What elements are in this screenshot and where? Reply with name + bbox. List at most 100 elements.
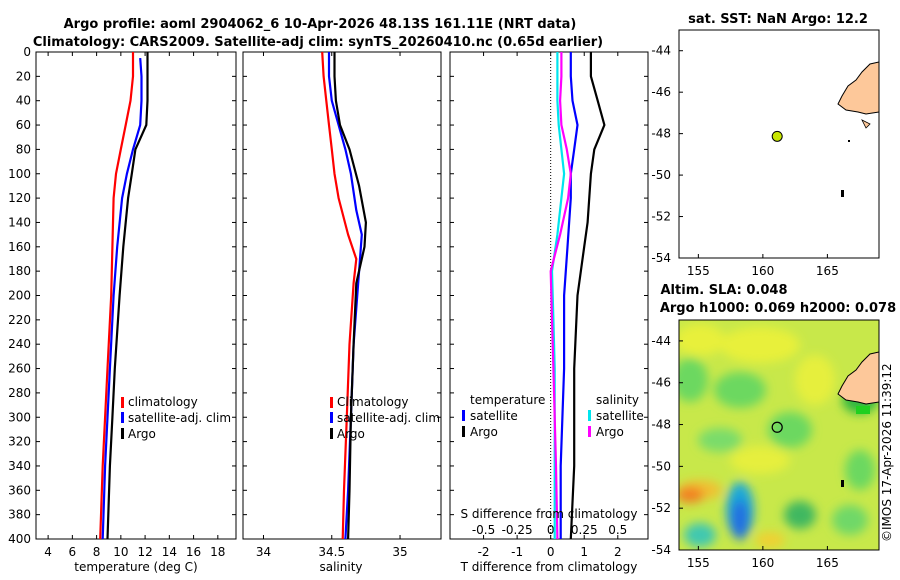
y-tick-label: 380 — [8, 508, 31, 522]
x-tick-label: 8 — [93, 545, 101, 559]
x-tick-label: 160 — [751, 264, 774, 278]
x-tick-label: -2 — [478, 545, 490, 559]
x-tick-label: 34 — [256, 545, 271, 559]
legend-t-satellite: satellite — [470, 409, 518, 423]
legend-s-argo: Argo — [596, 425, 624, 439]
salinity-legend: Climatology satellite-adj. clim Argo — [330, 395, 440, 441]
legend-swatch-climatology — [121, 397, 124, 408]
land-mass — [837, 61, 879, 115]
temperature-legend-satellite: satellite-adj. clim — [128, 411, 231, 425]
y-tick-label: 260 — [8, 362, 31, 376]
credit-text: ©IMOS 17-Apr-2026 11:39:12 — [880, 363, 894, 542]
legend-t-argo: Argo — [470, 425, 498, 439]
y-tick-label: 360 — [8, 483, 31, 497]
header-title-line1: Argo profile: aoml 2904062_6 10-Apr-2026… — [64, 17, 577, 32]
y-tick-label: 20 — [16, 69, 31, 83]
salinity-legend-satellite: satellite-adj. clim — [337, 411, 440, 425]
legend-swatch-satellite — [121, 412, 124, 423]
difference-legend-temperature: temperature satellite Argo — [462, 393, 545, 439]
y-tick-label: -52 — [651, 210, 671, 224]
y-tick-label: -46 — [651, 85, 671, 99]
difference-panel: -2 -1 0 1 2 -0.5 -0.25 0 0.25 0.5 — [449, 51, 649, 559]
salinity-panel: 34 34.5 35 — [242, 51, 442, 559]
x-tick-label: 10 — [113, 545, 128, 559]
y-tick-label: -48 — [651, 418, 671, 432]
y-tick-label: 140 — [8, 215, 31, 229]
y-tick-label: 160 — [8, 240, 31, 254]
temperature-panel: 0 20 40 60 80 100 120 140 160 180 200 220 240 260 280 3… — [8, 45, 237, 559]
x-tick-label: 12 — [137, 545, 152, 559]
axes-frame — [449, 51, 649, 540]
y-tick-label: 340 — [8, 459, 31, 473]
y-tick-label: -46 — [651, 376, 671, 390]
legend-swatch-climatology — [330, 397, 333, 408]
y-tick-label: 60 — [16, 118, 31, 132]
legend-swatch-t-satellite — [462, 410, 465, 421]
small-island — [841, 480, 844, 487]
small-island — [841, 190, 844, 197]
sla-map-title-line2: Argo h1000: 0.069 h2000: 0.078 — [660, 301, 896, 316]
y-tick-label: -48 — [651, 127, 671, 141]
x-tick-label: 34.5 — [318, 545, 345, 559]
secondary-x-tick-label: 0.25 — [571, 523, 598, 537]
secondary-x-tick-label: -0.25 — [502, 523, 533, 537]
legend-swatch-s-satellite — [588, 410, 591, 421]
land-mass — [837, 351, 879, 405]
sla-heatmap: 155 160 165 -44 -46 -48 -50 -52 -54 — [651, 319, 880, 570]
x-tick-label: 165 — [816, 264, 839, 278]
x-tick-label: 35 — [392, 545, 407, 559]
y-tick-label: 220 — [8, 313, 31, 327]
coastal-anomaly — [856, 406, 870, 414]
difference-xlabel: T difference from climatology — [460, 560, 638, 574]
sst-map-title: sat. SST: NaN Argo: 12.2 — [688, 12, 868, 27]
y-tick-label: 320 — [8, 435, 31, 449]
sla-map-frame — [678, 319, 880, 551]
salinity-legend-climatology: Climatology — [337, 395, 409, 409]
x-tick-label: 0 — [547, 545, 555, 559]
y-tick-label: -44 — [651, 334, 671, 348]
x-tick-label: 16 — [186, 545, 201, 559]
series-line-t-argo — [569, 52, 606, 540]
y-tick-label: -50 — [651, 459, 671, 473]
y-tick-label: 240 — [8, 337, 31, 351]
salinity-legend-argo: Argo — [337, 427, 365, 441]
y-tick-label: 300 — [8, 410, 31, 424]
temperature-legend-climatology: climatology — [128, 395, 198, 409]
y-tick-label: -54 — [651, 543, 671, 557]
axes-frame — [242, 51, 442, 540]
heatmap-field — [679, 324, 878, 548]
x-tick-label: 160 — [751, 556, 774, 570]
series-line-climatology — [321, 51, 358, 540]
legend-swatch-satellite — [330, 412, 333, 423]
difference-secondary-xlabel: S difference from climatology — [461, 507, 638, 521]
y-tick-label: 200 — [8, 289, 31, 303]
y-tick-label: 0 — [23, 45, 31, 59]
series-line-satellite-adj-clim — [101, 58, 143, 540]
y-tick-label: 400 — [8, 532, 31, 546]
salinity-xlabel: salinity — [319, 560, 362, 574]
x-tick-label: 6 — [69, 545, 77, 559]
legend-swatch-s-argo — [588, 426, 591, 437]
series-line-t-satellite — [559, 52, 579, 539]
y-tick-label: -54 — [651, 251, 671, 265]
y-tick-label: -52 — [651, 501, 671, 515]
series-line-s-argo — [549, 52, 572, 540]
x-tick-label: 18 — [210, 545, 225, 559]
series-line-argo — [106, 52, 149, 540]
header-title-line2: Climatology: CARS2009. Satellite-adj cli… — [33, 35, 603, 50]
legend-swatch-argo — [121, 428, 124, 439]
y-tick-label: 100 — [8, 167, 31, 181]
temperature-xlabel: temperature (deg C) — [74, 560, 197, 574]
y-tick-label: 40 — [16, 94, 31, 108]
legend-swatch-t-argo — [462, 426, 465, 437]
y-tick-label: 120 — [8, 191, 31, 205]
x-tick-label: 155 — [687, 264, 710, 278]
small-island — [848, 140, 850, 142]
x-tick-label: 4 — [44, 545, 52, 559]
y-tick-label: 80 — [16, 142, 31, 156]
y-tick-label: -50 — [651, 168, 671, 182]
secondary-x-tick-label: 0.5 — [608, 523, 627, 537]
x-tick-label: 2 — [614, 545, 622, 559]
temperature-legend-argo: Argo — [128, 427, 156, 441]
